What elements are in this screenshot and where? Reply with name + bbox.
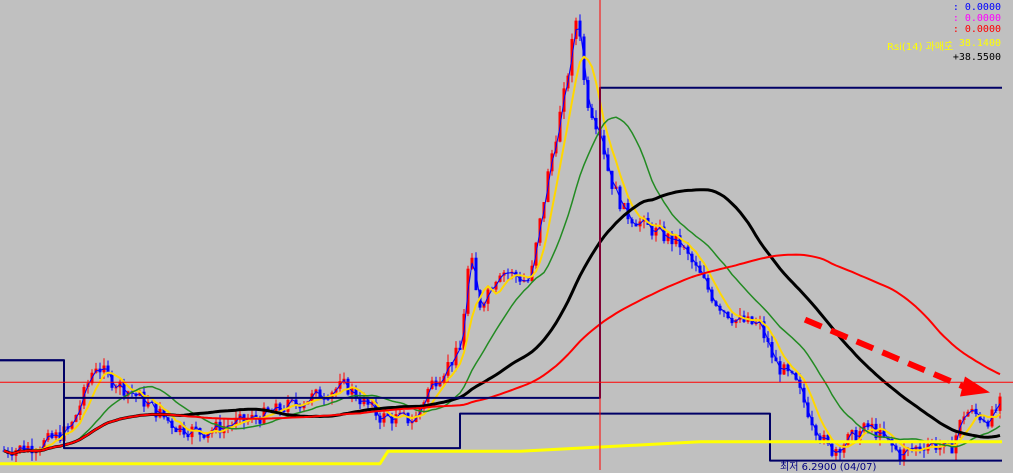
ma60-line	[3, 116, 1001, 455]
lowest-price-label: 최저 6.2900 (04/07)	[780, 462, 877, 473]
trend-arrow-head	[960, 376, 990, 397]
trend-arrow-line	[803, 316, 970, 392]
ma240-line	[3, 253, 1001, 455]
readout-line-4: : 38.1400	[946, 38, 1001, 49]
readout-line-3: : 0.0000	[952, 24, 1001, 35]
ma5-line	[3, 28, 1001, 456]
lines-layer	[0, 28, 1002, 466]
rsi-oversold-line	[0, 440, 1002, 466]
rsi-oversold-label: Rsi(14) 과매도	[887, 42, 954, 53]
readout-line-5: +38.5500	[952, 52, 1001, 63]
envelope-upper-line	[0, 86, 1002, 399]
candle-body-249	[998, 396, 1002, 411]
readout-line-1: : 0.0000	[952, 2, 1001, 13]
readout-line-2: : 0.0000	[952, 13, 1001, 24]
